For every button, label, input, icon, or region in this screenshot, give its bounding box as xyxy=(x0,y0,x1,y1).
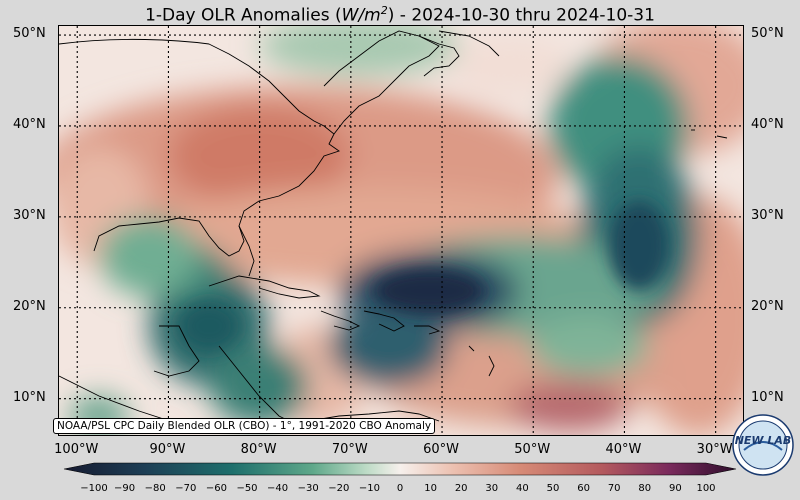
colorbar-tick-label: −10 xyxy=(358,483,380,494)
lon-label: 90°W xyxy=(149,442,186,457)
lat-label-right: 40°N xyxy=(751,116,784,132)
lat-label-right: 30°N xyxy=(751,207,784,223)
colorbar-tick-label: −60 xyxy=(205,483,227,494)
lat-label-left: 10°N xyxy=(13,389,46,405)
lon-label: 70°W xyxy=(331,442,368,457)
lat-label-right: 50°N xyxy=(751,26,784,42)
colorbar-tick-label: 90 xyxy=(669,483,682,494)
colorbar-tick-label: 70 xyxy=(607,483,621,494)
colorbar-tick-label: −20 xyxy=(328,483,350,494)
lat-label-left: 30°N xyxy=(13,207,46,223)
lon-label: 80°W xyxy=(240,442,277,457)
lon-label: 60°W xyxy=(423,442,459,457)
map-canvas xyxy=(59,26,743,435)
lon-label: 100°W xyxy=(54,442,99,457)
logo-text: NEW LAB xyxy=(735,434,792,447)
colorbar-tick-label: −100 xyxy=(80,483,108,494)
colorbar-tick-label: 100 xyxy=(696,483,716,494)
colorbar-tick-label: 60 xyxy=(577,483,590,494)
lat-label-right: 10°N xyxy=(751,389,784,405)
lon-label: 50°W xyxy=(514,442,551,457)
colorbar-bar xyxy=(63,462,737,476)
data-source-label: NOAA/PSL CPC Daily Blended OLR (CBO) - 1… xyxy=(53,418,436,434)
colorbar-tick-label: −70 xyxy=(175,483,197,494)
colorbar-tick-label: −40 xyxy=(267,483,289,494)
map-title: 1-Day OLR Anomalies (W/m2) - 2024-10-30 … xyxy=(145,4,655,26)
lat-label-left: 40°N xyxy=(13,116,46,132)
lat-label-left: 20°N xyxy=(13,298,46,314)
olr-anomaly-map xyxy=(58,25,744,436)
colorbar-tick-label: −30 xyxy=(297,483,319,494)
lon-label: 40°W xyxy=(605,442,642,457)
lat-label-right: 20°N xyxy=(751,298,784,314)
lon-label: 30°W xyxy=(696,442,733,457)
colorbar-tick-label: −80 xyxy=(144,483,166,494)
colorbar-tick-label: 20 xyxy=(454,483,468,494)
colorbar-tick-label: −90 xyxy=(114,483,136,494)
colorbar-tick-label: 50 xyxy=(546,483,560,494)
colorbar-tick-label: −50 xyxy=(236,483,258,494)
lab-logo-icon: NEW LAB xyxy=(732,414,794,476)
colorbar-tick-label: 0 xyxy=(396,483,404,494)
colorbar: −100 −90 −80 −70 −60 −50 −40 −30 −20 −10 0 10 20 30 40… xyxy=(0,459,800,500)
colorbar-tick-label: 40 xyxy=(516,483,529,494)
colorbar-tick-label: 30 xyxy=(485,483,499,494)
colorbar-tick-label: 80 xyxy=(638,483,652,494)
lat-label-left: 50°N xyxy=(13,26,46,42)
gridlines xyxy=(59,26,743,435)
colorbar-tick-label: 10 xyxy=(424,483,437,494)
